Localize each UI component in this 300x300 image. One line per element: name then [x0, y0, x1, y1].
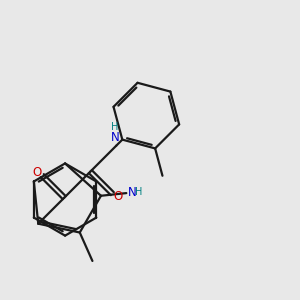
Text: H: H — [135, 187, 143, 197]
Text: O: O — [113, 190, 123, 203]
Text: O: O — [32, 166, 41, 179]
Text: H: H — [111, 122, 118, 132]
Text: N: N — [128, 186, 136, 199]
Text: N: N — [110, 130, 119, 144]
